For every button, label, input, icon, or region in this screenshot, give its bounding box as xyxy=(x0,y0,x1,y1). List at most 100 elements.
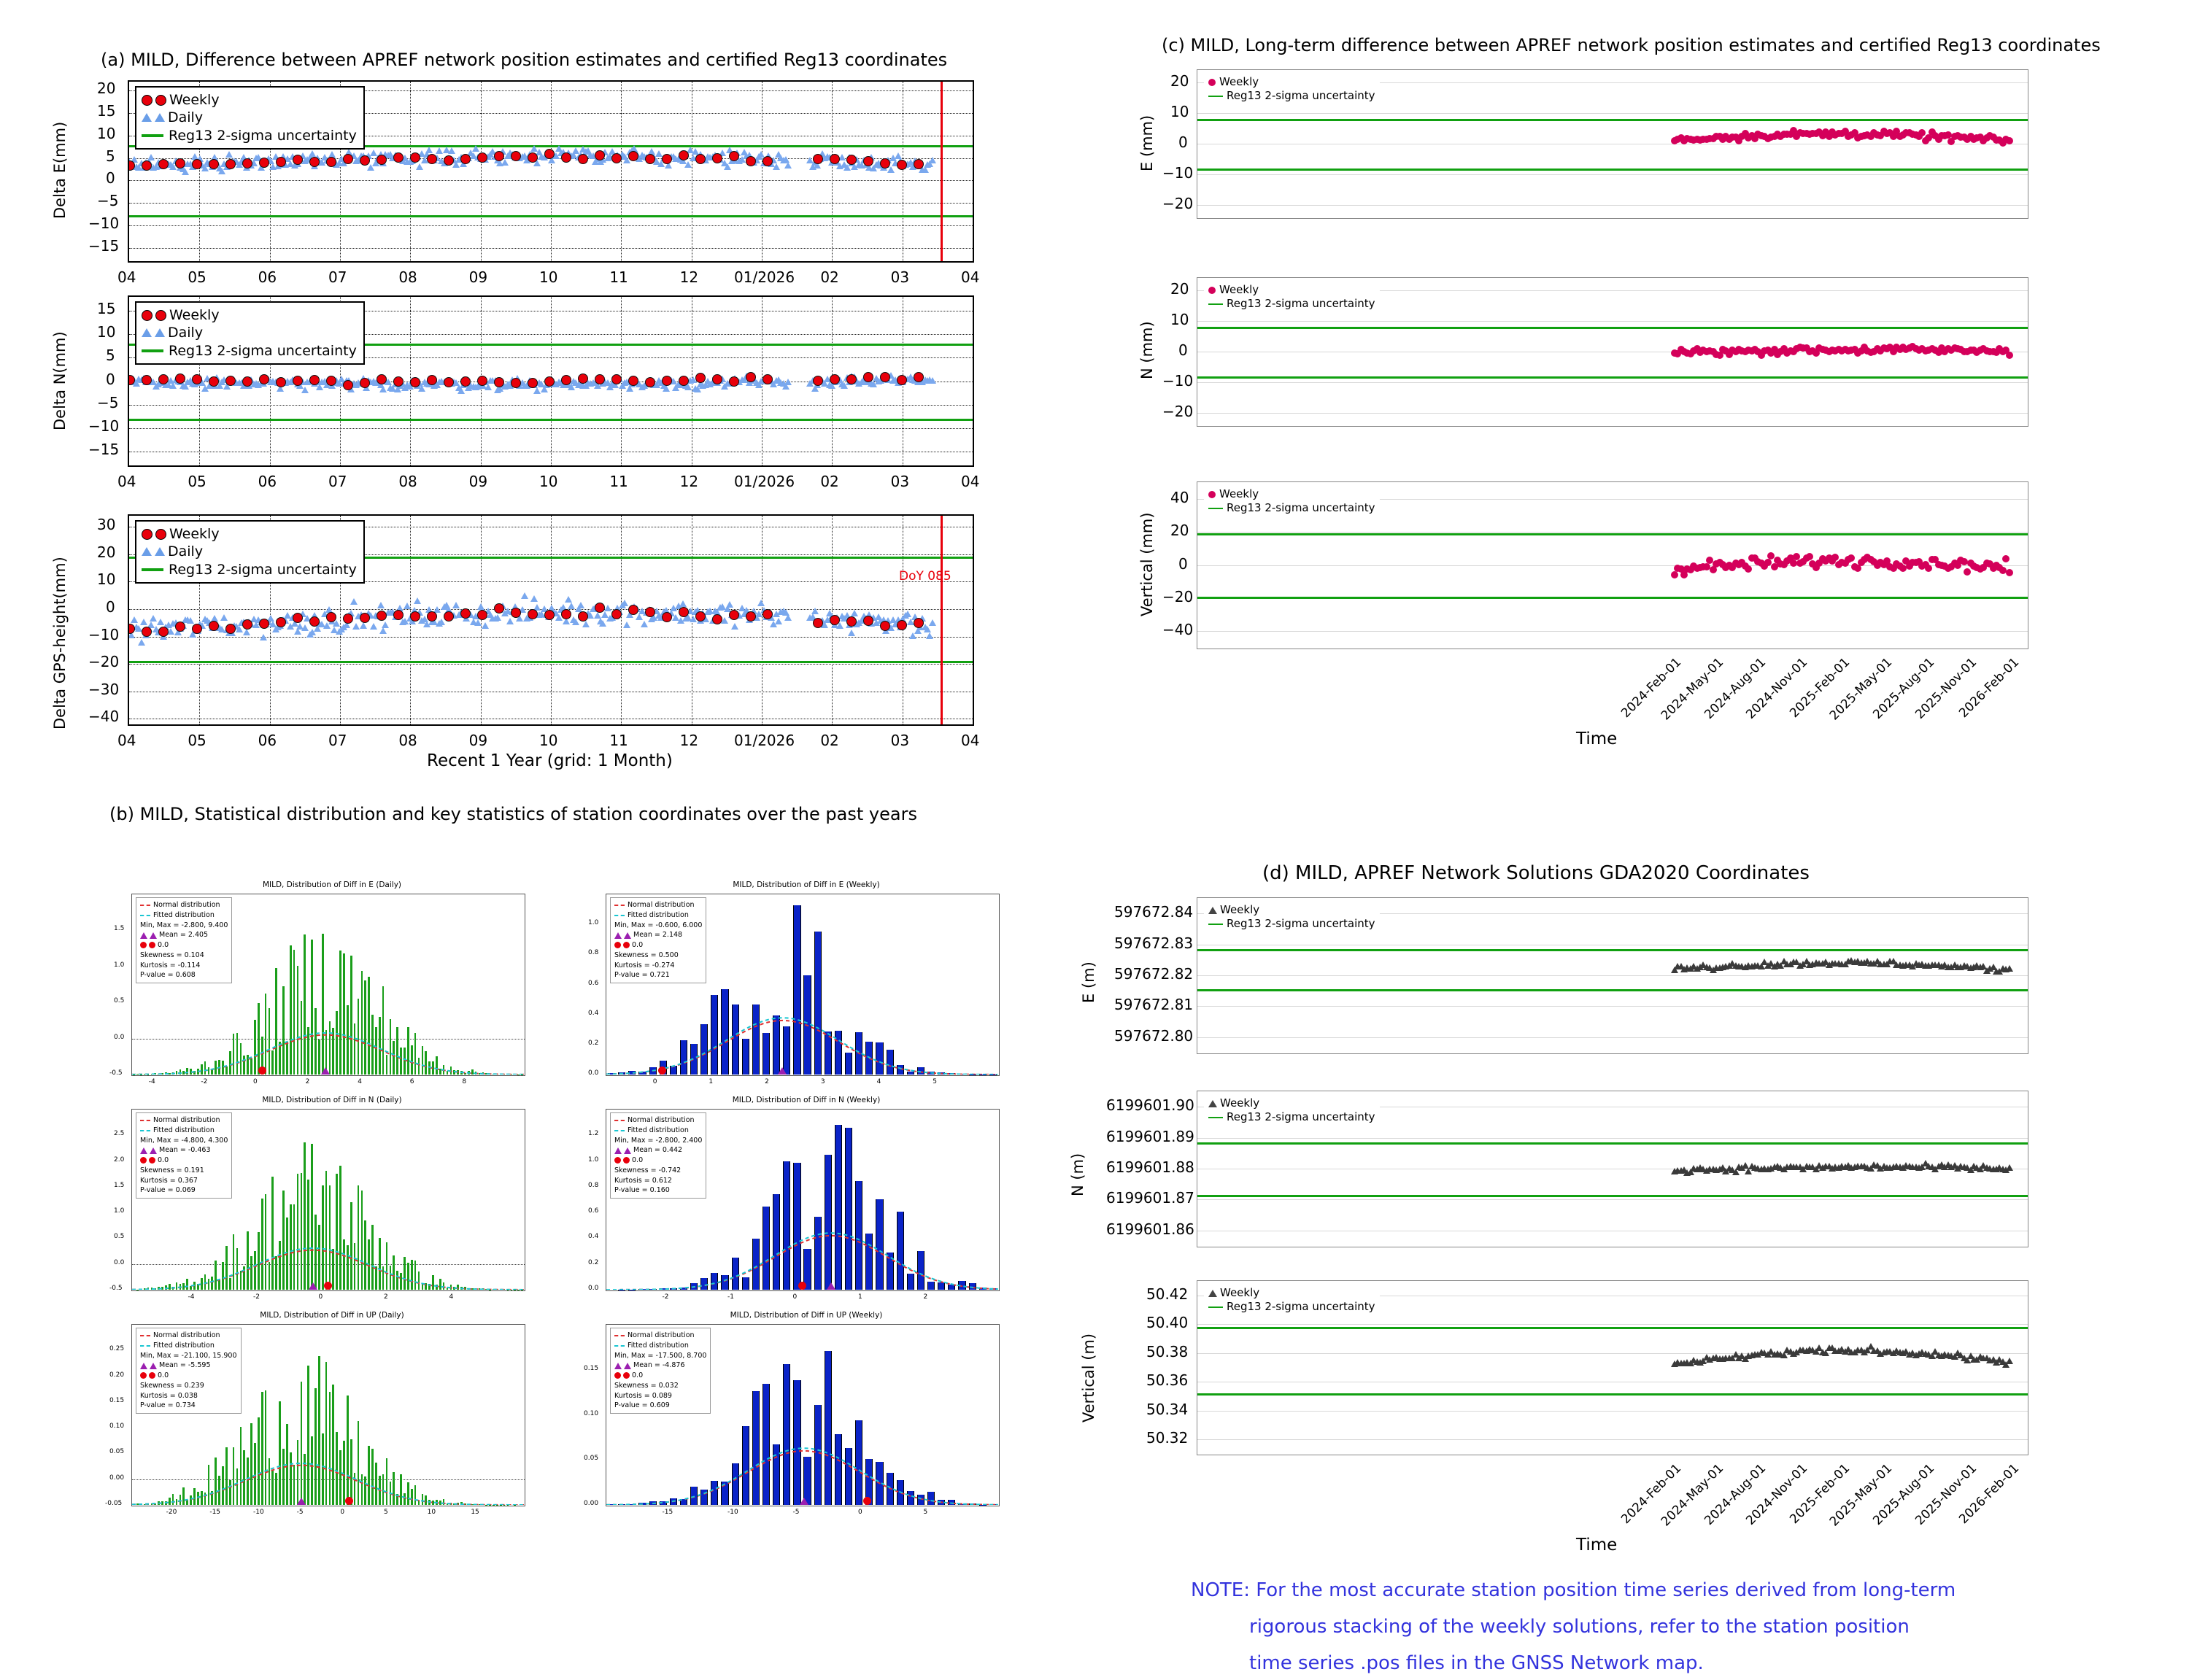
weekly-marker-icon xyxy=(142,95,153,106)
panel-c-xtick: 2024-Nov-01 xyxy=(1734,655,1811,732)
sigma-line-lower xyxy=(1197,1393,2028,1396)
panel-d-ytick: 597672.82 xyxy=(1114,965,1193,983)
panel-b-ytick: 1.0 xyxy=(588,1156,598,1164)
daily-point xyxy=(458,387,465,394)
panel-a-xtick: 09 xyxy=(469,732,487,749)
daily-point xyxy=(623,622,630,628)
panel-b-xtick: -15 xyxy=(663,1509,673,1516)
weekly-point xyxy=(1671,571,1678,578)
weekly-point xyxy=(225,624,236,634)
weekly-point xyxy=(1745,565,1752,573)
panel-a-ytick: −40 xyxy=(88,708,119,725)
weekly-point xyxy=(662,612,672,622)
panel-d-ytick: 50.40 xyxy=(1146,1314,1188,1331)
sigma-line-lower xyxy=(1197,376,2028,379)
daily-point xyxy=(182,169,189,175)
panel-b-chart-title: MILD, Distribution of Diff in N (Weekly) xyxy=(722,1096,890,1104)
weekly-point xyxy=(863,616,873,626)
panel-b-ytick: 0.05 xyxy=(109,1448,124,1455)
weekly-point xyxy=(611,374,622,384)
panel-a-up-legend: Weekly Daily Reg13 2-sigma uncertainty xyxy=(135,520,365,584)
panel-b-xtick: 0 xyxy=(340,1509,344,1516)
legend-daily-label: Daily xyxy=(168,109,203,126)
stat-zero: 0.0 xyxy=(614,1371,706,1381)
weekly-point xyxy=(259,619,269,629)
panel-a-xtick: 09 xyxy=(469,473,487,490)
weekly-point xyxy=(561,152,571,163)
gridline-vertical xyxy=(832,82,833,261)
weekly-point xyxy=(2006,965,2013,972)
note-line-3: time series .pos files in the GNSS Netwo… xyxy=(1249,1647,1704,1680)
panel-c-xtick: 2024-Feb-01 xyxy=(1607,655,1684,732)
panel-b-ytick: 0.25 xyxy=(109,1345,124,1352)
panel-d-xtick: 2024-Nov-01 xyxy=(1734,1461,1811,1538)
panel-a-xtick: 10 xyxy=(539,268,557,286)
daily-point xyxy=(382,622,389,628)
weekly-point xyxy=(897,160,907,170)
panel-c-ytick: 20 xyxy=(1170,522,1189,539)
legend-weekly-label: Weekly xyxy=(169,91,220,109)
legend-weekly-label: Weekly xyxy=(1220,903,1259,917)
daily-point xyxy=(604,605,611,611)
panel-a-xtick: 06 xyxy=(258,732,277,749)
panel-b-ytick: 0.8 xyxy=(588,1182,598,1189)
legend-fitted-distribution: Fitted distribution xyxy=(614,1126,702,1136)
panel-b-ytick: 1.5 xyxy=(114,925,124,932)
panel-b-ytick: -0.5 xyxy=(109,1069,123,1077)
daily-point xyxy=(494,614,501,621)
weekly-point xyxy=(679,376,689,386)
gridline-vertical xyxy=(621,516,622,724)
panel-a-xtick: 04 xyxy=(961,268,979,286)
stat-minmax: Min, Max = -0.600, 6.000 xyxy=(614,921,702,931)
panel-c-xtick: 2024-May-01 xyxy=(1649,655,1726,732)
sigma-line-lower xyxy=(1197,1195,2028,1197)
sigma-line-icon xyxy=(1208,1307,1223,1308)
panel-a-ytick: 5 xyxy=(106,147,115,165)
sigma-line-icon xyxy=(1208,303,1223,305)
weekly-point xyxy=(830,615,840,625)
gridline-horizontal xyxy=(129,225,973,226)
daily-point xyxy=(726,601,733,608)
current-epoch-line xyxy=(941,82,943,261)
stat-kurtosis: Kurtosis = -0.274 xyxy=(614,961,702,971)
weekly-point xyxy=(326,376,336,386)
panel-a-ytick: 20 xyxy=(97,543,115,561)
panel-a-ytick: 0 xyxy=(106,169,115,187)
weekly-point xyxy=(175,158,185,169)
daily-point xyxy=(784,379,792,385)
panel-d-ytick: 597672.80 xyxy=(1114,1027,1193,1045)
panel-b-xtick: 5 xyxy=(384,1509,388,1516)
panel-c-ytick: 0 xyxy=(1178,555,1188,573)
gridline-horizontal xyxy=(1197,413,2028,414)
panel-b-ytick: 2.0 xyxy=(114,1156,124,1164)
panel-c-ytick: −40 xyxy=(1162,621,1193,638)
daily-marker-icon xyxy=(155,547,165,556)
panel-c-e-legend: Weekly Reg13 2-sigma uncertainty xyxy=(1204,73,1380,105)
stat-pvalue: P-value = 0.160 xyxy=(614,1185,702,1196)
gridline-horizontal xyxy=(1197,174,2028,175)
daily-point xyxy=(138,639,145,646)
sigma-line-icon xyxy=(142,568,163,571)
panel-d-e-ylabel: E (m) xyxy=(1080,961,1097,1003)
zero-marker xyxy=(863,1497,871,1505)
panel-c-up-legend: Weekly Reg13 2-sigma uncertainty xyxy=(1204,485,1380,517)
panel-a-ytick: −20 xyxy=(88,653,119,670)
legend-sigma-label: Reg13 2-sigma uncertainty xyxy=(169,342,357,360)
panel-d-xtick: 2024-May-01 xyxy=(1649,1461,1726,1538)
daily-marker-icon xyxy=(155,113,165,122)
weekly-point xyxy=(695,611,706,622)
weekly-point xyxy=(746,611,756,622)
legend-normal-distribution: Normal distribution xyxy=(140,1331,237,1341)
weekly-point xyxy=(158,374,169,384)
weekly-point xyxy=(1848,554,1855,562)
stat-pvalue: P-value = 0.721 xyxy=(614,970,702,980)
stat-skewness: Skewness = 0.032 xyxy=(614,1381,706,1391)
weekly-point xyxy=(410,611,420,622)
weekly-point xyxy=(561,375,571,385)
weekly-marker-icon xyxy=(142,529,153,540)
daily-marker-icon xyxy=(155,328,165,337)
mean-marker xyxy=(297,1498,306,1505)
panel-d-ytick: 50.42 xyxy=(1146,1285,1188,1303)
weekly-point xyxy=(611,153,622,163)
